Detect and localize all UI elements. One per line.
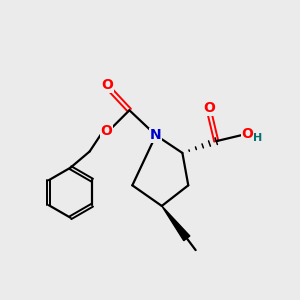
Text: O: O — [101, 78, 113, 92]
Text: O: O — [241, 127, 253, 141]
Text: H: H — [253, 133, 262, 143]
Text: O: O — [100, 124, 112, 138]
Text: O: O — [203, 101, 215, 115]
Polygon shape — [162, 206, 190, 241]
Text: N: N — [150, 128, 162, 142]
